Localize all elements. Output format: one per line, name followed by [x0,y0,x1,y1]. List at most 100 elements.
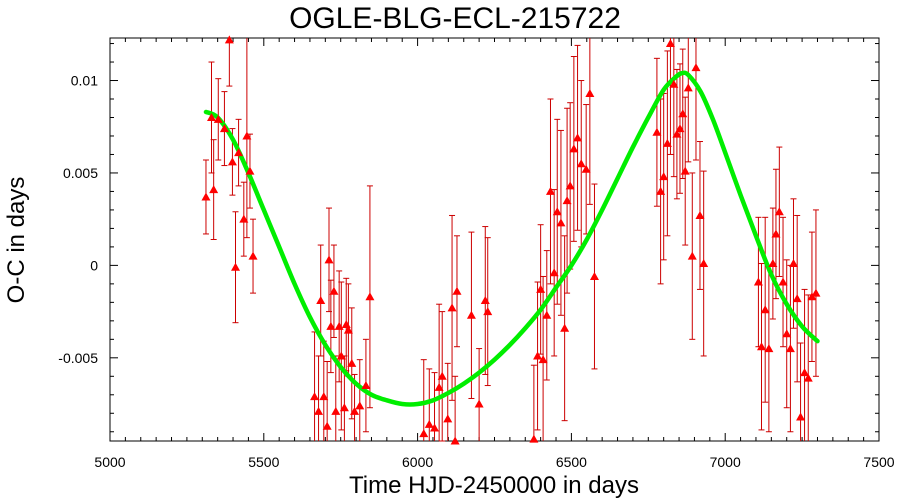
triangle-marker [552,207,562,216]
triangle-marker [576,159,586,168]
triangle-marker [529,434,539,443]
x-tick-label: 7000 [710,454,741,470]
triangle-marker [699,259,709,268]
triangle-marker [219,124,229,133]
triangle-marker [573,133,583,142]
triangle-marker [480,296,490,305]
chart-title: OGLE-BLG-ECL-215722 [289,2,621,35]
y-tick-label: -0.005 [58,350,98,366]
triangle-marker [656,186,666,195]
triangle-marker [452,286,462,295]
triangle-marker [695,210,705,219]
triangle-marker [680,166,690,175]
triangle-marker [589,271,599,280]
triangle-marker [800,368,810,377]
triangle-marker [669,79,679,88]
triangle-marker [419,429,429,438]
triangle-marker [201,192,211,201]
triangle-marker [361,381,371,390]
triangle-marker [314,406,324,415]
triangle-marker [796,412,806,421]
triangle-marker [560,323,570,332]
triangle-marker [536,284,546,293]
x-axis-label: Time HJD-2450000 in days [349,472,639,499]
triangle-marker [322,421,332,430]
triangle-marker [756,342,766,351]
triangle-marker [545,186,555,195]
x-tick-label: 6500 [556,454,587,470]
triangle-marker [691,63,701,72]
triangle-marker [678,109,688,118]
triangle-marker [343,325,353,334]
triangle-marker [331,406,341,415]
triangle-marker [764,344,774,353]
triangle-marker [753,277,763,286]
triangle-marker [774,207,784,216]
triangle-marker [585,88,595,97]
y-axis-label: O-C in days [3,177,30,304]
triangle-marker [782,329,792,338]
triangle-marker [434,382,444,391]
data-markers [201,35,821,445]
triangle-marker [324,255,334,264]
triangle-marker [209,185,219,194]
triangle-marker [447,303,457,312]
triangle-marker [326,321,336,330]
triangle-marker [581,164,591,173]
triangle-marker [437,371,447,380]
y-tick-label: 0.01 [71,73,98,89]
triangle-marker [350,406,360,415]
x-tick-label: 7500 [863,454,894,470]
triangle-marker [319,392,329,401]
triangle-marker [778,277,788,286]
triangle-marker [339,403,349,412]
triangle-marker [310,392,320,401]
triangle-marker [788,259,798,268]
triangle-marker [347,358,357,367]
triangle-marker [248,251,258,260]
triangle-marker [803,373,813,382]
triangle-marker [659,172,669,181]
triangle-marker [316,296,326,305]
triangle-marker [675,124,685,133]
triangle-marker [329,286,339,295]
fit-curve-group [203,70,820,407]
triangle-marker [207,112,217,121]
triangle-marker [760,305,770,314]
triangle-marker [430,423,440,432]
triangle-marker [542,310,552,319]
triangle-marker [771,229,781,238]
triangle-marker [424,419,434,428]
triangle-marker [538,355,548,364]
fit-curve [203,70,820,407]
triangle-marker [652,127,662,136]
triangle-marker [239,214,249,223]
triangle-marker [242,131,252,140]
triangle-marker [792,294,802,303]
triangle-marker [687,251,697,260]
x-tick-label: 5000 [94,454,125,470]
triangle-marker [474,399,484,408]
triangle-marker [443,414,453,423]
error-bars [202,38,819,442]
triangle-marker [768,259,778,268]
triangle-marker [355,401,365,410]
triangle-marker [341,320,351,329]
y-tick-label: 0 [90,257,98,273]
x-tick-label: 6000 [402,454,433,470]
triangle-marker [811,288,821,297]
triangle-marker [231,262,241,271]
y-tick-label: 0.005 [63,165,98,181]
triangle-marker [565,181,575,190]
axis-ticks [109,38,880,441]
triangle-marker [224,35,234,44]
triangle-marker [450,436,460,445]
triangle-marker [334,321,344,330]
triangle-marker [569,144,579,153]
triangle-marker [662,138,672,147]
x-tick-label: 5500 [248,454,279,470]
triangle-marker [683,83,693,92]
triangle-marker [336,351,346,360]
triangle-marker [533,351,543,360]
